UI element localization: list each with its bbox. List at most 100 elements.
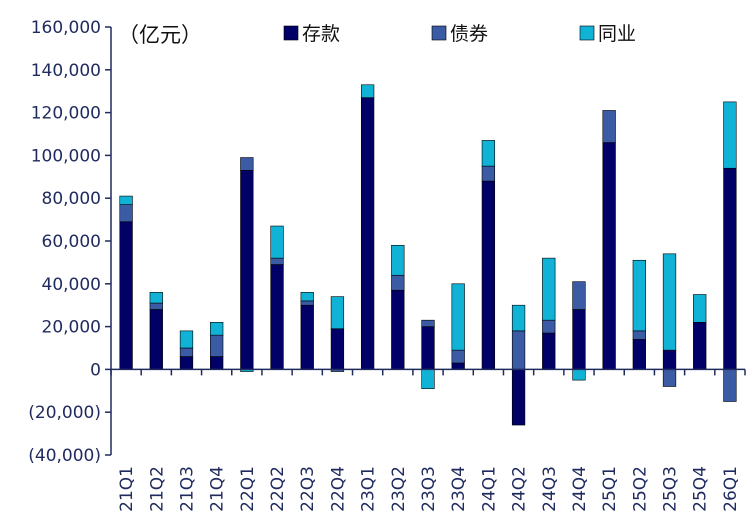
bar-segment [149,292,163,304]
bar-segment [511,330,526,370]
bar-segment [300,292,314,302]
bar-segment [149,302,163,310]
x-tick-label: 23Q1 [359,466,379,512]
x-tick-label: 22Q4 [328,466,348,512]
bar-segment [210,334,224,357]
legend-label: 债券 [450,23,488,45]
bar-segment [451,349,465,364]
x-tick-label: 24Q4 [570,466,590,512]
x-tick-label: 22Q3 [298,466,318,512]
x-tick-label: 21Q4 [208,466,228,512]
bar-segment [693,294,707,323]
x-tick-label: 22Q1 [238,466,258,512]
x-tick-label: 21Q3 [177,466,197,512]
bar-segment [542,257,556,321]
bar-segment [330,296,345,330]
bar-segment [602,142,616,370]
bar-segment [149,309,163,370]
bar-segment [632,339,646,370]
bar-segment [391,244,405,276]
legend-swatch [283,25,299,41]
unit-label: （亿元） [118,23,202,47]
y-tick-label: (20,000) [28,403,101,423]
bar-segment [270,257,284,265]
bar-segment [511,369,526,426]
y-tick-label: 20,000 [42,318,101,338]
bar-segment [300,300,314,306]
bar-segment [542,319,556,334]
x-tick-label: 23Q2 [389,466,409,512]
x-tick-label: 24Q3 [540,466,560,512]
bar-segment [602,110,616,143]
bar-segment [511,304,526,332]
bar-segment [632,330,646,340]
bar-segment [662,369,677,387]
bar-segment [119,195,133,205]
y-tick-label: 140,000 [31,61,101,81]
x-tick-label: 21Q1 [117,466,137,512]
x-tick-label: 23Q4 [449,466,469,512]
x-tick-label: 26Q1 [721,466,741,512]
bar-segment [119,221,133,370]
x-tick-label: 24Q2 [510,466,530,512]
x-tick-label: 25Q1 [600,466,620,512]
bar-segment [421,319,435,327]
bar-segment [240,157,254,171]
x-axis-ticks: 21Q1 21Q2 21Q3 21Q4 22Q1 22Q2 22Q3 22Q4 23Q1 23Q2… [110,369,746,512]
bar-segment [210,322,224,336]
y-tick-label: (40,000) [28,446,101,466]
y-tick-label: 40,000 [42,275,101,295]
bar-segment [179,356,194,370]
y-tick-label: 160,000 [31,18,101,38]
bar-segment [662,349,677,370]
bar-segment [572,281,586,310]
bars-layer [119,84,737,426]
bar-segment [300,304,314,370]
y-tick-label: 60,000 [42,232,101,252]
legend-swatch [579,25,595,41]
bar-segment [210,356,224,370]
bar-segment [391,289,405,370]
bar-segment [270,225,284,259]
bar-segment [119,204,133,223]
y-axis-ticks: 160,000 140,000 120,000 100,000 80,000 60,000… [28,18,111,466]
x-tick-label: 23Q3 [419,466,439,512]
x-tick-label: 25Q2 [630,466,650,512]
bar-segment [179,330,194,349]
bar-segment [723,101,737,169]
y-tick-label: 100,000 [31,146,101,166]
bar-segment [240,170,254,370]
y-tick-label: 0 [90,360,101,380]
bar-segment [572,309,586,370]
bar-segment [179,347,194,357]
bar-segment [451,362,465,370]
bar-segment [632,259,646,332]
bar-segment [572,369,586,381]
bar-segment [421,326,435,370]
bar-segment [542,332,556,370]
y-tick-label: 80,000 [42,189,101,209]
legend-label: 同业 [598,23,636,45]
bar-segment [360,97,375,370]
bar-segment [391,274,405,291]
bar-segment [723,167,737,370]
x-tick-label: 22Q2 [268,466,288,512]
bar-segment [662,253,677,351]
legend: 存款 债券 同业 [283,23,636,45]
x-tick-label: 24Q1 [479,466,499,512]
bar-segment [481,140,496,167]
x-tick-label: 21Q2 [147,466,167,512]
bar-segment [723,369,737,402]
x-tick-label: 25Q3 [661,466,681,512]
bar-segment [421,369,435,389]
bar-segment [481,165,496,182]
y-tick-label: 120,000 [31,104,101,124]
bar-segment [451,283,465,351]
legend-label: 存款 [302,23,340,45]
bar-segment [481,180,496,370]
bar-segment [270,264,284,370]
legend-swatch [431,25,447,41]
bar-segment [330,328,345,370]
x-tick-label: 25Q4 [691,466,711,512]
